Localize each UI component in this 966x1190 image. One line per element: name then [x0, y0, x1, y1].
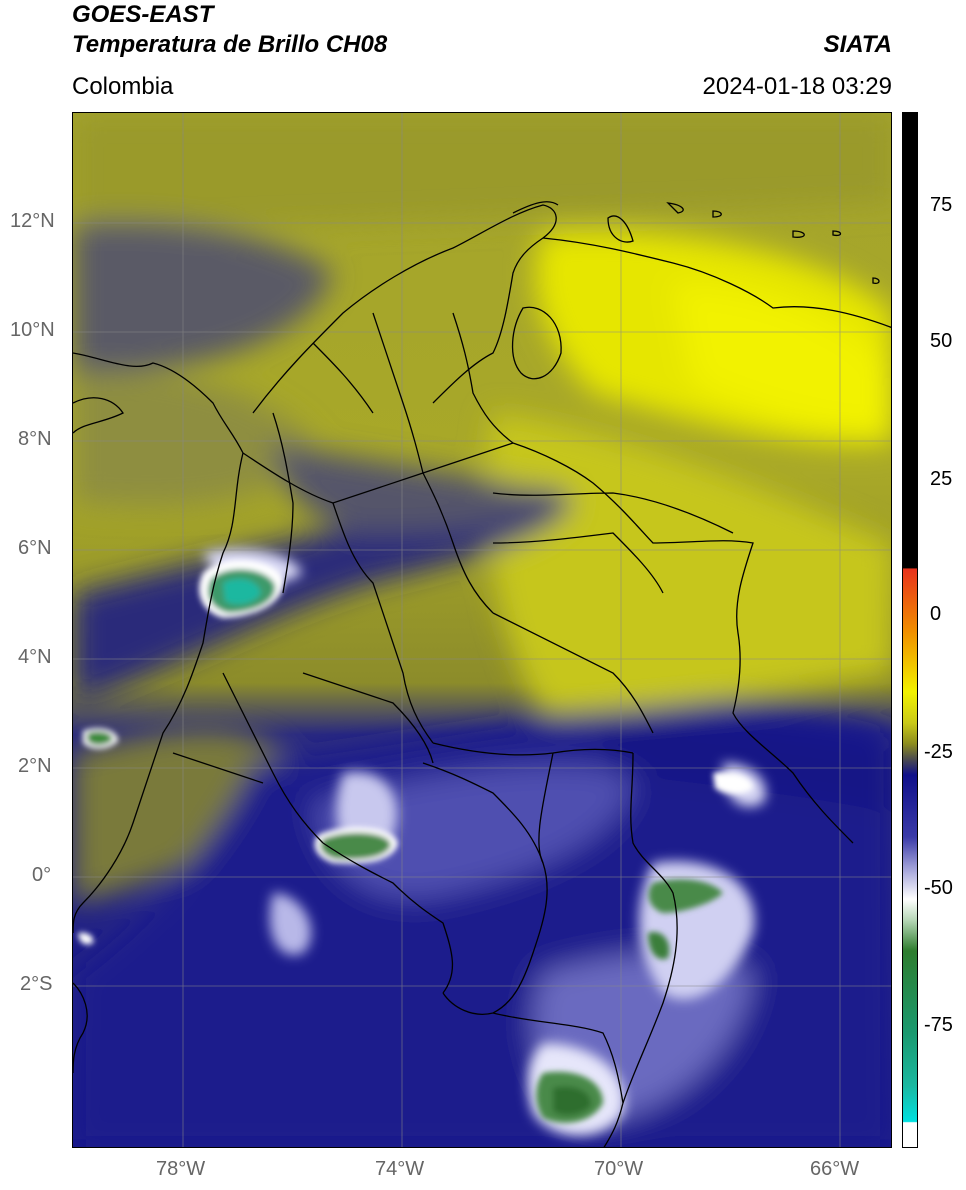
graticule: [73, 113, 891, 1147]
region-label: Colombia: [72, 73, 174, 100]
satellite-image: [73, 113, 891, 1147]
colorbar-tick-25: 25: [930, 468, 953, 490]
lat-tick-4n: 4°N: [18, 646, 52, 668]
lat-tick-6n: 6°N: [18, 537, 52, 559]
lon-tick-74w: 74°W: [375, 1158, 425, 1180]
boundaries: [73, 201, 891, 1147]
satellite-title: GOES-EAST: [72, 1, 214, 28]
product-title: Temperatura de Brillo CH08: [72, 31, 388, 58]
lat-tick-10n: 10°N: [10, 319, 55, 341]
timestamp-label: 2024-01-18 03:29: [702, 73, 893, 100]
colorbar: [902, 112, 918, 1148]
lat-tick-12n: 12°N: [10, 210, 55, 232]
lat-tick-2s: 2°S: [20, 973, 53, 995]
colorbar-tick-75: 75: [930, 194, 953, 216]
colorbar-tick-50: 50: [930, 330, 953, 352]
lat-tick-0: 0°: [32, 864, 52, 886]
colorbar-tick-minus75: -75: [924, 1014, 953, 1036]
lon-tick-70w: 70°W: [594, 1158, 644, 1180]
colorbar-tick-0: 0: [930, 603, 942, 625]
map-panel: [72, 112, 892, 1148]
lon-tick-78w: 78°W: [156, 1158, 206, 1180]
colorbar-tick-minus50: -50: [924, 877, 953, 899]
lon-tick-66w: 66°W: [810, 1158, 860, 1180]
brand-label: SIATA: [823, 31, 892, 58]
colorbar-tick-minus25: -25: [924, 741, 953, 763]
title-block: GOES-EAST Temperatura de Brillo CH08: [72, 0, 387, 60]
lat-tick-8n: 8°N: [18, 428, 52, 450]
lat-tick-2n: 2°N: [18, 755, 52, 777]
